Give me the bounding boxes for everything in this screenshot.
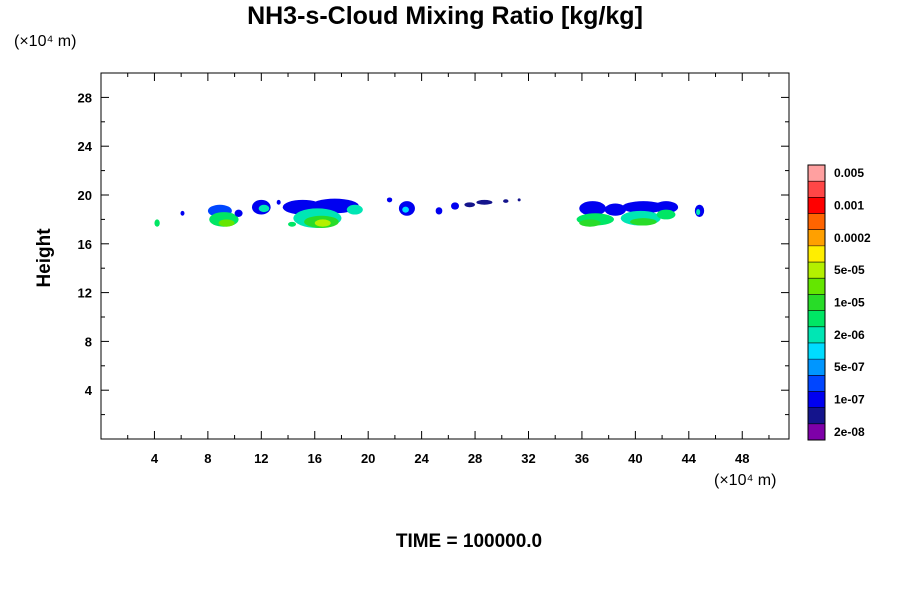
cloud-cloud-28 <box>579 219 601 227</box>
cloud-cloud-15 <box>314 219 331 227</box>
cloud-cloud-5 <box>218 219 235 227</box>
cloud-cloud-16 <box>346 204 363 215</box>
x-tick-label: 20 <box>361 451 375 466</box>
x-tick-label: 32 <box>521 451 535 466</box>
x-tick-label: 8 <box>204 451 211 466</box>
cloud-cloud-10 <box>288 221 297 227</box>
colorbar-label: 2e-08 <box>834 425 865 439</box>
y-axis-title: Height <box>34 228 55 288</box>
y-axis-unit: (×10⁴ m) <box>14 33 77 50</box>
cloud-cloud-34 <box>656 209 676 220</box>
cloud-cloud-23 <box>476 199 493 205</box>
y-tick-label: 28 <box>78 90 92 105</box>
colorbar-label: 0.0002 <box>834 231 871 245</box>
cloud-cloud-1 <box>154 219 160 227</box>
colorbar-swatch <box>808 391 825 408</box>
colorbar-swatch <box>808 229 825 246</box>
cloud-cloud-9 <box>276 199 281 205</box>
x-tick-label: 36 <box>575 451 589 466</box>
colorbar: 2e-08 1e-07 5e-07 2e-06 1e-05 5e-05 0.0002 0.00… <box>807 164 871 441</box>
colorbar-swatch <box>808 359 825 376</box>
colorbar-swatch <box>808 197 825 214</box>
cloud-cloud-26 <box>579 201 606 216</box>
x-axis-unit: (×10⁴ m) <box>714 472 777 489</box>
x-tick-label: 48 <box>735 451 749 466</box>
y-tick-label: 8 <box>85 334 92 349</box>
y-tick-label: 12 <box>78 286 92 301</box>
colorbar-swatch <box>808 262 825 279</box>
y-tick-label: 20 <box>78 188 92 203</box>
cloud-cloud-17 <box>386 197 393 203</box>
y-tick-label: 24 <box>78 139 93 154</box>
cloud-layer <box>154 197 705 228</box>
colorbar-swatch <box>808 342 825 360</box>
cloud-cloud-31 <box>654 201 679 214</box>
colorbar-label: 5e-05 <box>834 263 865 277</box>
colorbar-swatch <box>808 181 825 198</box>
time-annotation: TIME = 100000.0 <box>395 531 543 552</box>
colorbar-swatch <box>808 165 825 182</box>
colorbar-label: 1e-05 <box>834 296 865 310</box>
colorbar-swatch <box>808 294 825 311</box>
cloud-cloud-30 <box>622 201 665 214</box>
x-tick-label: 4 <box>151 451 159 466</box>
cloud-cloud-6 <box>234 209 243 217</box>
colorbar-label: 1e-07 <box>834 393 865 407</box>
cloud-cloud-29 <box>604 203 627 216</box>
colorbar-swatch <box>808 245 825 263</box>
x-tick-label: 28 <box>468 451 482 466</box>
colorbar-label: 0.005 <box>834 166 864 180</box>
colorbar-swatch <box>808 213 825 230</box>
cloud-cloud-36 <box>696 209 701 216</box>
colorbar-swatch <box>808 310 825 327</box>
cloud-cloud-20 <box>435 207 443 215</box>
y-tick-label: 16 <box>78 237 92 252</box>
colorbar-label: 5e-07 <box>834 360 865 374</box>
y-tick-label: 4 <box>85 383 93 398</box>
chart-title: NH3-s-Cloud Mixing Ratio [kg/kg] <box>247 2 643 30</box>
cloud-cloud-19 <box>402 206 409 213</box>
colorbar-label: 2e-06 <box>834 328 865 342</box>
colorbar-swatch <box>808 423 825 440</box>
x-tick-label: 24 <box>414 451 429 466</box>
cloud-cloud-8 <box>258 204 270 213</box>
colorbar-swatch <box>808 326 825 343</box>
cloud-cloud-33 <box>630 218 657 226</box>
x-tick-label: 40 <box>628 451 642 466</box>
colorbar-swatch <box>808 375 825 392</box>
x-tick-label: 12 <box>254 451 268 466</box>
cloud-cloud-24 <box>503 199 509 203</box>
x-tick-label: 44 <box>682 451 697 466</box>
colorbar-swatch <box>808 407 825 424</box>
cloud-cloud-21 <box>451 202 460 210</box>
cloud-cloud-25 <box>517 198 521 202</box>
colorbar-label: 0.001 <box>834 198 864 212</box>
cloud-cloud-2 <box>180 210 185 216</box>
colorbar-swatch <box>808 278 825 295</box>
plot-frame <box>100 72 790 440</box>
colorbar-frame <box>807 164 826 441</box>
cloud-cloud-22 <box>464 202 476 208</box>
x-tick-label: 16 <box>308 451 322 466</box>
